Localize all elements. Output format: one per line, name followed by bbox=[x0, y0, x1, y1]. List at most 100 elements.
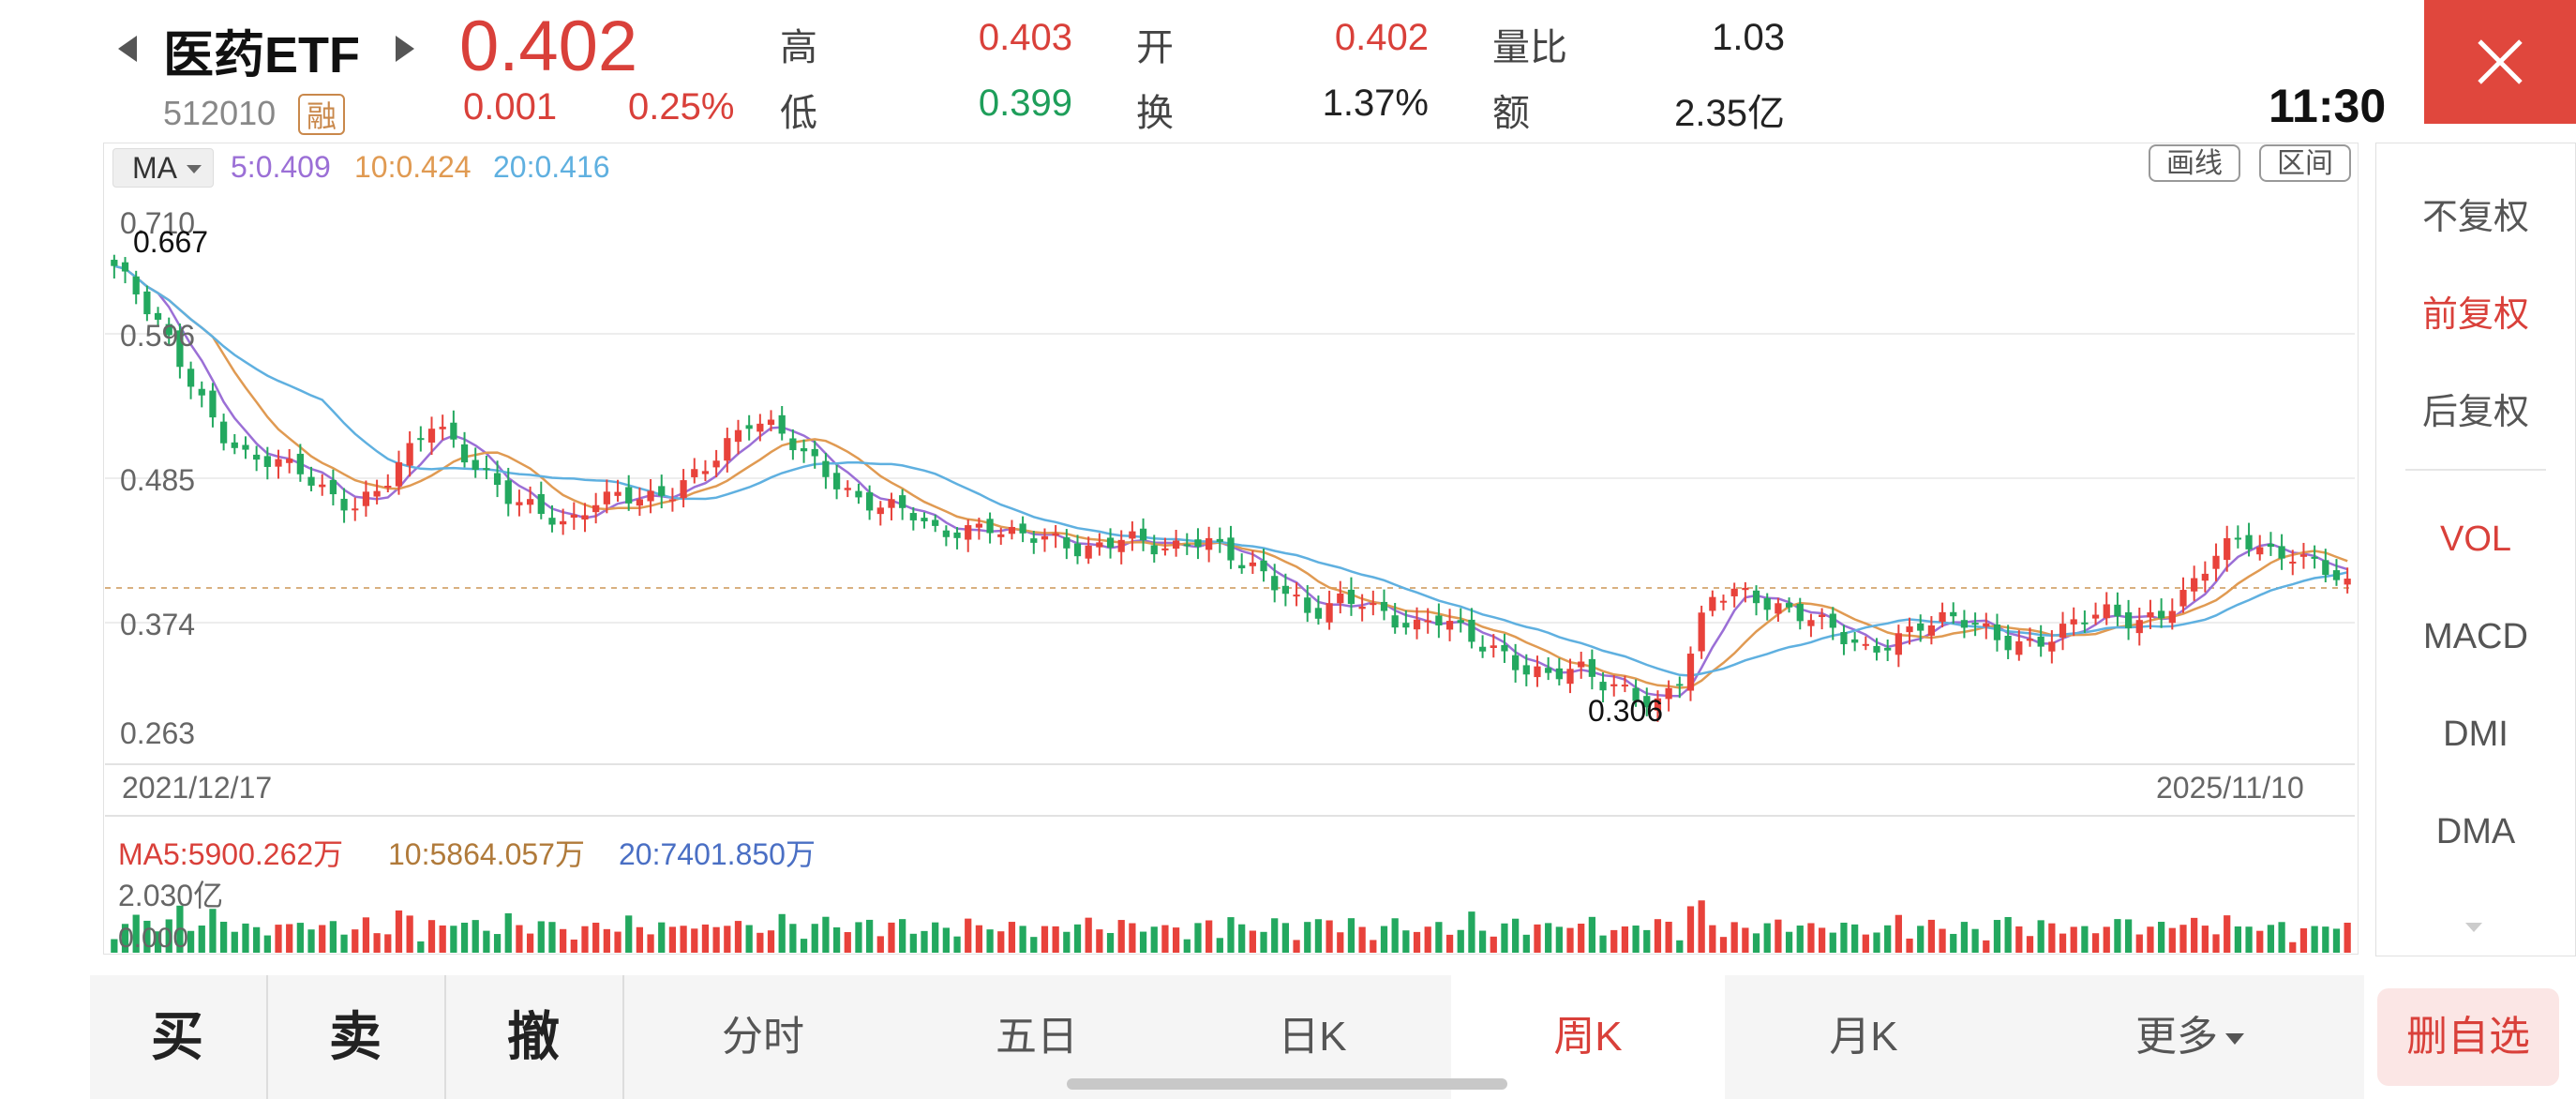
scroll-down-icon[interactable] bbox=[2465, 923, 2482, 932]
volume-bar bbox=[1829, 932, 1836, 953]
candle bbox=[1566, 669, 1574, 685]
tab-five-day[interactable]: 五日 bbox=[996, 1014, 1078, 1060]
volume-bar bbox=[1096, 929, 1103, 953]
volume-bar bbox=[427, 920, 436, 953]
volume-bar bbox=[1271, 918, 1279, 953]
kline-chart-panel[interactable] bbox=[103, 143, 2359, 955]
volume-bar bbox=[1314, 919, 1323, 953]
tab-weekly-k[interactable]: 周K bbox=[1553, 1014, 1623, 1060]
candle bbox=[1358, 606, 1366, 610]
sell-button[interactable]: 卖 bbox=[329, 1007, 382, 1066]
remove-watchlist-button[interactable]: 删自选 bbox=[2377, 988, 2559, 1086]
ma-indicator-select[interactable]: MA bbox=[112, 148, 214, 188]
macd-indicator[interactable]: MACD bbox=[2423, 617, 2528, 656]
cancel-order-button[interactable]: 撤 bbox=[507, 1007, 560, 1066]
ma20-line bbox=[113, 264, 2348, 677]
volume-bar bbox=[1085, 917, 1092, 953]
volume-bar bbox=[1139, 931, 1147, 953]
open-value: 0.402 bbox=[1334, 17, 1429, 58]
volume-bar bbox=[2168, 927, 2176, 953]
volume-bar bbox=[121, 924, 129, 953]
candle bbox=[352, 508, 359, 511]
candle bbox=[1796, 603, 1804, 622]
volume-bar bbox=[1402, 930, 1410, 953]
candle bbox=[2004, 635, 2012, 651]
volume-bar bbox=[2234, 926, 2242, 953]
home-indicator bbox=[1067, 1078, 1507, 1090]
candle bbox=[2135, 620, 2143, 634]
ma20-legend: 20:0.416 bbox=[493, 150, 610, 184]
volume-bar bbox=[2299, 927, 2308, 953]
volume-bar bbox=[647, 934, 654, 953]
candle bbox=[1621, 685, 1629, 687]
amount-label: 额 bbox=[1492, 93, 1530, 134]
candle bbox=[1983, 623, 1990, 627]
volume-bar bbox=[1851, 924, 1859, 953]
candle bbox=[1785, 603, 1793, 608]
candle bbox=[1019, 523, 1026, 534]
volume-bar bbox=[734, 921, 742, 953]
volume-bar bbox=[1983, 940, 1990, 953]
candle bbox=[1008, 526, 1016, 534]
candle bbox=[1939, 611, 1946, 623]
forward-adjust-option[interactable]: 前复权 bbox=[2421, 295, 2529, 335]
date-start: 2021/12/17 bbox=[122, 771, 273, 805]
candle bbox=[1293, 595, 1300, 597]
candle bbox=[888, 499, 895, 508]
backward-adjust-option[interactable]: 后复权 bbox=[2421, 393, 2529, 432]
volume-bar bbox=[2201, 926, 2209, 953]
indicator-panel bbox=[2375, 143, 2576, 956]
tab-daily-k[interactable]: 日K bbox=[1278, 1014, 1347, 1060]
volume-bar bbox=[1742, 927, 1749, 953]
volume-bar bbox=[1030, 937, 1038, 953]
volume-bar bbox=[1457, 929, 1464, 953]
candle bbox=[855, 490, 862, 498]
candle bbox=[2245, 534, 2253, 550]
no-adjust-option[interactable]: 不复权 bbox=[2421, 198, 2529, 237]
next-stock-icon[interactable] bbox=[396, 36, 414, 62]
candle bbox=[143, 291, 151, 315]
volume-bar bbox=[439, 925, 446, 953]
volume-bar bbox=[1150, 926, 1158, 953]
tab-intraday[interactable]: 分时 bbox=[722, 1014, 804, 1060]
candle bbox=[1063, 537, 1071, 549]
tab-more[interactable]: 更多 bbox=[2135, 1014, 2218, 1060]
volume-bar bbox=[1129, 923, 1136, 953]
tab-monthly-k[interactable]: 月K bbox=[1829, 1014, 1898, 1060]
y-label-4: 0.374 bbox=[120, 608, 196, 641]
candle bbox=[2267, 544, 2275, 548]
candle bbox=[373, 490, 381, 497]
candle bbox=[1041, 535, 1049, 540]
volume-bar bbox=[1183, 939, 1191, 953]
close-button[interactable] bbox=[2424, 0, 2576, 124]
vol-indicator[interactable]: VOL bbox=[2439, 519, 2512, 559]
draw-line-button[interactable]: 画线 bbox=[2149, 144, 2240, 182]
volume-bar bbox=[1719, 937, 1728, 953]
high-label: 高 bbox=[780, 27, 817, 68]
volume-bar bbox=[2245, 926, 2253, 953]
candle bbox=[767, 419, 775, 426]
candle bbox=[2026, 639, 2034, 641]
volume-bar bbox=[2332, 928, 2341, 953]
volume-bar bbox=[932, 922, 939, 953]
candle bbox=[263, 456, 271, 467]
prev-stock-icon[interactable] bbox=[118, 36, 137, 62]
volume-bar bbox=[209, 909, 217, 953]
range-button[interactable]: 区间 bbox=[2259, 144, 2351, 182]
candle bbox=[1632, 687, 1640, 701]
buy-button[interactable]: 买 bbox=[151, 1007, 203, 1066]
dmi-indicator[interactable]: DMI bbox=[2443, 715, 2509, 754]
volume-bar bbox=[921, 930, 928, 953]
candle bbox=[384, 486, 392, 489]
candle bbox=[658, 486, 666, 496]
volume-bar bbox=[483, 930, 490, 953]
dma-indicator[interactable]: DMA bbox=[2435, 812, 2516, 851]
candle bbox=[2015, 640, 2023, 655]
candle bbox=[2212, 555, 2220, 569]
candle bbox=[1742, 587, 1749, 591]
candle bbox=[832, 473, 841, 489]
candle bbox=[734, 429, 742, 443]
candle bbox=[1993, 624, 2001, 640]
candle bbox=[876, 507, 884, 515]
candle bbox=[2191, 578, 2198, 592]
